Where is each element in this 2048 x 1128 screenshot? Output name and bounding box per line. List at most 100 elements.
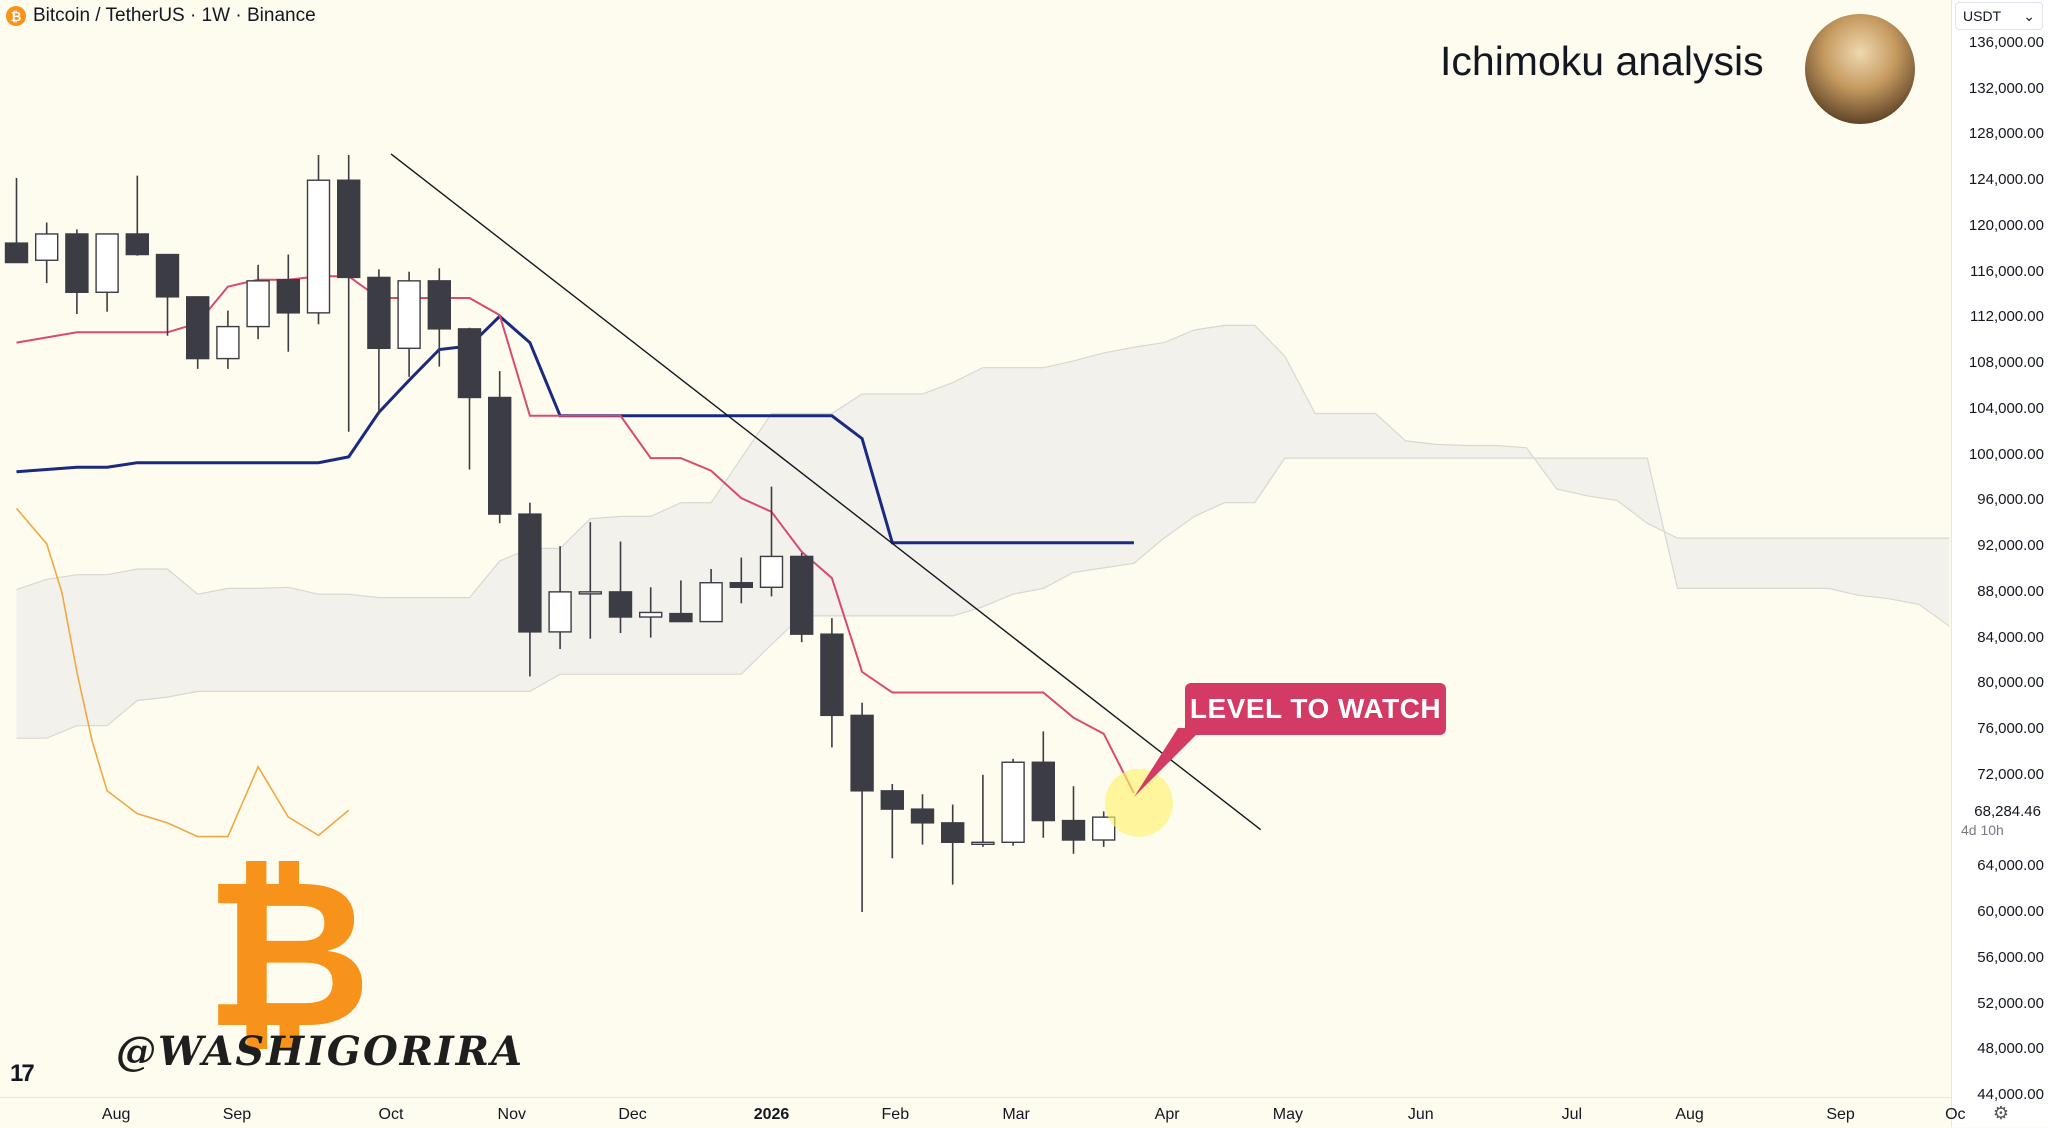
- price-tick: 92,000.00: [1977, 537, 2044, 555]
- candle-body: [155, 253, 180, 298]
- candlesticks: [4, 155, 1116, 913]
- time-tick: Sep: [1826, 1106, 1855, 1123]
- candle-body: [1001, 761, 1025, 843]
- candle-body: [306, 179, 331, 314]
- candle: [639, 587, 663, 638]
- price-tick: 72,000.00: [1977, 765, 2044, 783]
- time-tick: Dec: [618, 1106, 647, 1123]
- trendline: [390, 153, 1262, 831]
- candle: [35, 222, 59, 284]
- candle-body: [699, 582, 723, 623]
- candle-body: [4, 242, 29, 264]
- conversion-line: [16, 275, 1135, 794]
- candle-body: [337, 179, 361, 279]
- time-axis[interactable]: Aug Sep Oct Nov Dec 2026 Feb Mar Apr May Jun Jul Aug…: [0, 1097, 1966, 1128]
- bitcoin-logo-layer: ₿: [204, 836, 371, 1074]
- candle-body: [1031, 761, 1056, 822]
- candle-body: [820, 633, 844, 717]
- candle-body: [35, 233, 59, 261]
- author-watermark: @WASHIGORIRA: [116, 1028, 525, 1075]
- candle: [488, 371, 512, 524]
- candle: [4, 177, 29, 264]
- candle-body: [910, 808, 935, 824]
- price-tick: 48,000.00: [1977, 1040, 2044, 1058]
- candle-body: [518, 513, 542, 633]
- author-avatar: [1805, 14, 1915, 124]
- currency-label: USDT: [1963, 8, 2002, 24]
- candle: [1001, 758, 1025, 846]
- candle-body: [639, 611, 663, 618]
- time-tick: Apr: [1154, 1106, 1180, 1123]
- candle-body: [216, 325, 240, 360]
- price-tick: 76,000.00: [1977, 720, 2044, 738]
- price-tick: 52,000.00: [1977, 994, 2044, 1012]
- candle: [246, 264, 270, 340]
- candle-body: [65, 233, 89, 293]
- candle: [578, 522, 602, 639]
- settings-gear-icon[interactable]: ⚙: [1992, 1103, 2010, 1123]
- price-tick: 136,000.00: [1968, 34, 2044, 51]
- time-tick: May: [1272, 1106, 1304, 1123]
- candle-body: [1091, 816, 1116, 841]
- candle: [608, 541, 633, 634]
- candle: [397, 271, 421, 377]
- time-tick: Aug: [1675, 1106, 1704, 1123]
- candle-body: [427, 280, 451, 330]
- candle: [1031, 731, 1056, 838]
- candle: [699, 569, 723, 623]
- candle-body: [941, 822, 965, 843]
- candle: [457, 327, 482, 470]
- candle: [367, 269, 391, 415]
- chart-title: Ichimoku analysis: [1440, 38, 1764, 84]
- price-axis[interactable]: [1951, 0, 2048, 1127]
- time-tick: Jul: [1561, 1106, 1583, 1123]
- time-tick: Nov: [497, 1106, 526, 1123]
- candle-body: [367, 276, 391, 350]
- price-tick: 44,000.00: [1977, 1086, 2044, 1103]
- candle: [216, 310, 240, 369]
- candle: [276, 254, 300, 352]
- symbol-label: Bitcoin / TetherUS · 1W · Binance: [33, 5, 316, 26]
- price-tick: 60,000.00: [1977, 903, 2044, 921]
- time-tick: Sep: [222, 1106, 252, 1123]
- candle: [518, 502, 542, 677]
- level-to-watch-callout: LEVEL TO WATCH: [1185, 683, 1446, 735]
- candle-body: [276, 279, 300, 314]
- current-price-value: 68,284.46: [1974, 803, 2041, 821]
- bitcoin-logo: ₿: [204, 836, 371, 1074]
- candle: [910, 794, 935, 845]
- candle: [306, 155, 331, 325]
- trendline-segment: [390, 153, 1262, 831]
- time-tick: Mar: [1002, 1106, 1030, 1123]
- lagging-span-line: [15, 507, 350, 838]
- candle-body: [578, 591, 602, 595]
- currency-select[interactable]: USDT ⌄: [1955, 2, 2043, 30]
- price-tick: 100,000.00: [1968, 445, 2044, 463]
- tradingview-logo[interactable]: 17: [10, 1060, 35, 1087]
- candle: [1061, 786, 1086, 854]
- kumo-fill: [16, 325, 1950, 739]
- candle: [95, 233, 119, 312]
- candle-body: [397, 280, 421, 350]
- price-tick: 80,000.00: [1977, 674, 2044, 692]
- time-tick: 2026: [753, 1106, 790, 1123]
- time-tick: Jun: [1407, 1106, 1434, 1123]
- candle-body: [759, 555, 784, 588]
- highlight-circle: [1104, 768, 1173, 837]
- candle: [65, 229, 89, 315]
- kumo-upper-edge: [16, 324, 1950, 599]
- candle: [729, 557, 753, 604]
- price-tick: 56,000.00: [1977, 948, 2044, 966]
- chart-plot[interactable]: ₿: [0, 0, 1951, 1097]
- candle: [820, 618, 844, 748]
- candle: [337, 155, 361, 432]
- time-tick: Feb: [881, 1106, 910, 1123]
- candle: [790, 552, 814, 643]
- ichimoku-cloud: [16, 324, 1950, 739]
- candle: [941, 804, 965, 885]
- time-tick: Aug: [101, 1106, 131, 1123]
- candle-body: [548, 591, 572, 633]
- symbol-header[interactable]: ₿ Bitcoin / TetherUS · 1W · Binance: [6, 4, 316, 28]
- level-highlight: [1104, 768, 1173, 837]
